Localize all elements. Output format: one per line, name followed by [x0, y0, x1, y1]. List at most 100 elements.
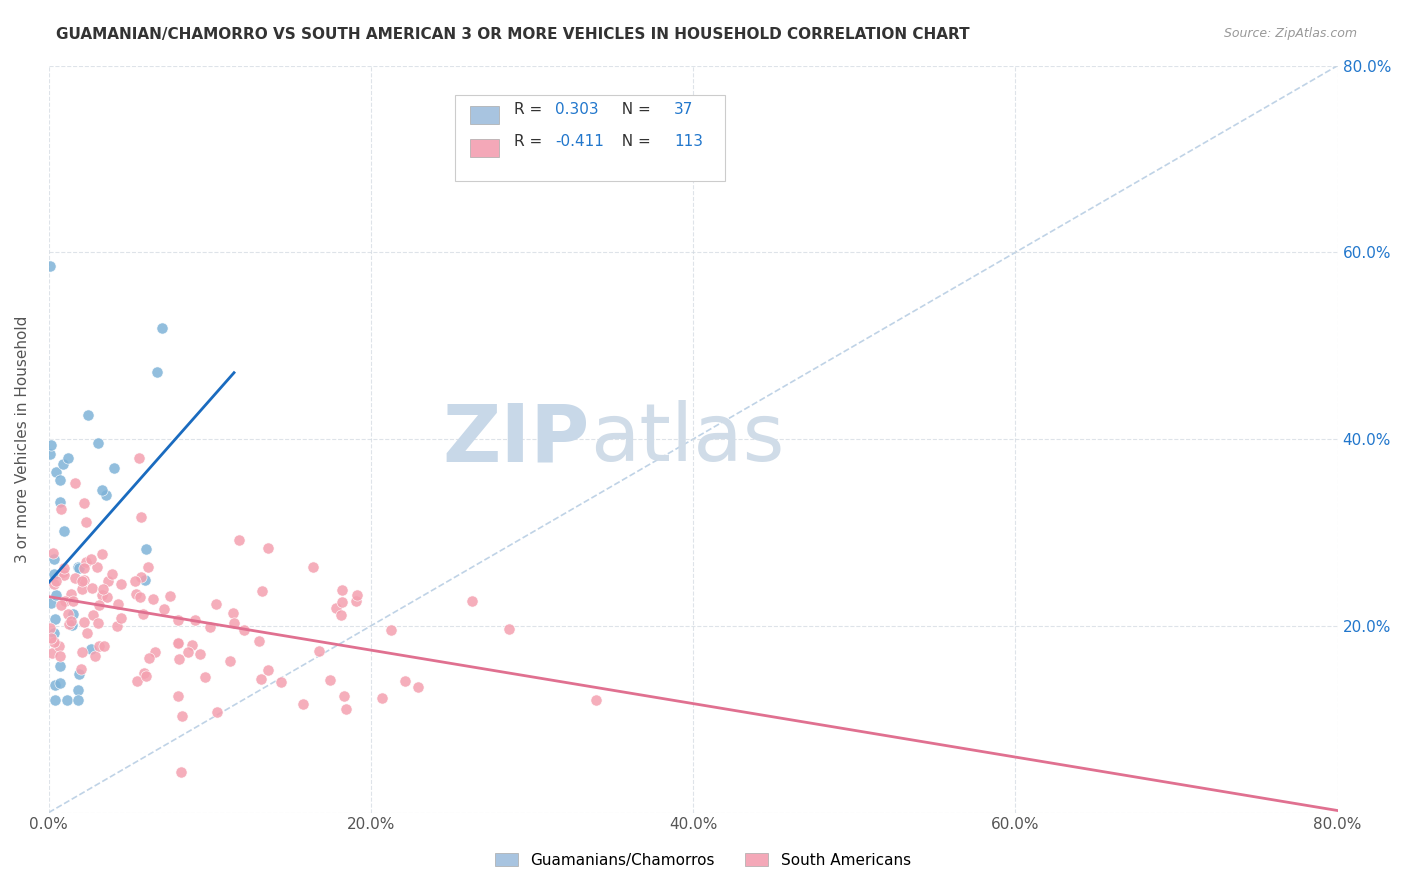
- Point: [136, 559, 159, 574]
- Point: [96, 590, 118, 604]
- Point: [110, 611, 132, 625]
- Point: [344, 594, 367, 608]
- Point: [86, 560, 108, 574]
- Point: [67, 683, 90, 698]
- Text: R =: R =: [515, 135, 547, 150]
- Point: [42, 546, 65, 560]
- Point: [44, 678, 66, 692]
- Point: [45, 574, 67, 589]
- Point: [380, 623, 402, 637]
- Point: [319, 673, 342, 687]
- FancyBboxPatch shape: [470, 106, 499, 124]
- Point: [91, 547, 114, 561]
- Point: [406, 680, 429, 694]
- Point: [87, 639, 110, 653]
- Point: [127, 673, 149, 688]
- Point: [394, 674, 416, 689]
- Point: [124, 574, 146, 588]
- Point: [65, 475, 87, 490]
- Point: [105, 618, 128, 632]
- Point: [49, 473, 72, 487]
- Point: [205, 705, 228, 719]
- Point: [70, 662, 93, 676]
- Point: [67, 560, 90, 574]
- Text: N =: N =: [612, 135, 655, 150]
- Point: [44, 626, 66, 640]
- Point: [172, 708, 194, 723]
- Point: [330, 594, 353, 608]
- Point: [42, 576, 65, 591]
- Point: [42, 634, 65, 648]
- Point: [49, 599, 72, 613]
- Point: [70, 645, 93, 659]
- Point: [143, 644, 166, 658]
- Point: [146, 365, 169, 379]
- Point: [129, 509, 152, 524]
- Point: [250, 673, 273, 687]
- Point: [66, 693, 89, 707]
- Point: [325, 601, 347, 615]
- Point: [52, 524, 75, 538]
- Point: [256, 541, 278, 555]
- Point: [167, 652, 190, 666]
- Point: [167, 613, 190, 627]
- Text: GUAMANIAN/CHAMORRO VS SOUTH AMERICAN 3 OR MORE VEHICLES IN HOUSEHOLD CORRELATION: GUAMANIAN/CHAMORRO VS SOUTH AMERICAN 3 O…: [56, 27, 970, 42]
- Point: [181, 638, 204, 652]
- Point: [302, 559, 325, 574]
- Point: [73, 561, 96, 575]
- Point: [51, 502, 73, 516]
- Text: atlas: atlas: [591, 401, 785, 478]
- Point: [39, 438, 62, 452]
- Point: [188, 647, 211, 661]
- Point: [335, 702, 357, 716]
- Point: [87, 598, 110, 612]
- Point: [329, 608, 352, 623]
- Point: [96, 487, 118, 501]
- Point: [346, 588, 368, 602]
- Point: [87, 615, 110, 630]
- Y-axis label: 3 or more Vehicles in Household: 3 or more Vehicles in Household: [15, 316, 30, 563]
- Text: 37: 37: [673, 102, 693, 117]
- Point: [132, 607, 155, 622]
- Point: [53, 594, 76, 608]
- Point: [49, 659, 72, 673]
- Point: [75, 516, 97, 530]
- Point: [75, 555, 97, 569]
- Point: [42, 552, 65, 566]
- Point: [257, 663, 280, 677]
- Point: [77, 409, 100, 423]
- Point: [498, 622, 520, 636]
- Point: [62, 607, 84, 622]
- Point: [228, 533, 250, 547]
- Point: [232, 624, 254, 638]
- Point: [49, 649, 72, 664]
- Point: [44, 612, 66, 626]
- Point: [39, 259, 62, 273]
- Point: [198, 620, 221, 634]
- Point: [167, 636, 190, 650]
- Text: Source: ZipAtlas.com: Source: ZipAtlas.com: [1223, 27, 1357, 40]
- Point: [129, 591, 152, 605]
- Point: [62, 594, 84, 608]
- FancyBboxPatch shape: [470, 138, 499, 157]
- Point: [585, 693, 607, 707]
- Point: [58, 616, 80, 631]
- Point: [129, 570, 152, 584]
- Point: [166, 689, 188, 703]
- Point: [56, 607, 79, 622]
- Point: [44, 693, 66, 707]
- Point: [91, 582, 114, 596]
- Point: [56, 693, 79, 707]
- Point: [167, 635, 190, 649]
- Point: [142, 592, 165, 607]
- Point: [45, 588, 67, 602]
- Point: [80, 581, 103, 595]
- Point: [247, 634, 270, 648]
- Point: [70, 582, 93, 596]
- Point: [45, 465, 67, 479]
- Text: 0.303: 0.303: [555, 102, 599, 117]
- Point: [52, 568, 75, 582]
- Point: [44, 567, 66, 582]
- Point: [103, 461, 125, 475]
- Point: [177, 645, 200, 659]
